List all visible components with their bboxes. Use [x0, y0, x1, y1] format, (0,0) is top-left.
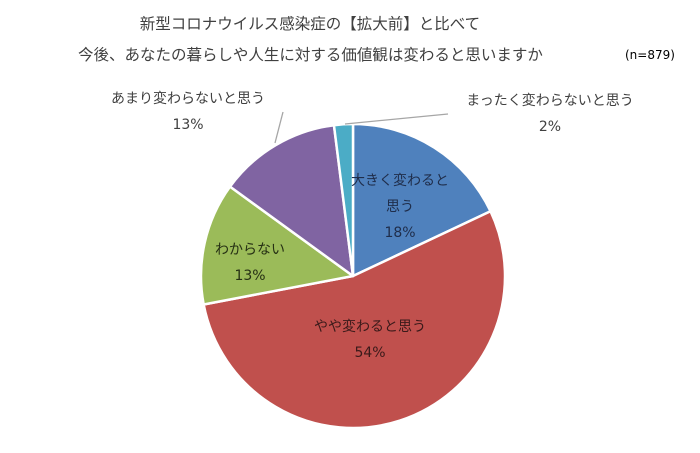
- label-unknown-pct: 13%: [234, 268, 266, 284]
- sample-size: (n=879): [625, 48, 675, 62]
- label-no-change: まったく変わらないと思う 2%: [450, 88, 650, 140]
- label-big-change-text2: 思う: [386, 199, 414, 215]
- pie-slice: [228, 123, 355, 278]
- label-little-change: あまり変わらないと思う 13%: [96, 86, 280, 138]
- chart-subtitle: 今後、あなたの暮らしや人生に対する価値観は変わると思いますか: [78, 46, 543, 64]
- label-little-change-pct: 13%: [172, 117, 204, 133]
- label-no-change-pct: 2%: [538, 119, 562, 135]
- pie-slice: [202, 210, 507, 430]
- pie-slice: [332, 122, 355, 278]
- label-big-change-text1: 大きく変わると: [351, 173, 449, 189]
- label-unknown-text: わからない: [215, 242, 285, 258]
- label-no-change-text: まったく変わらないと思う: [466, 93, 634, 109]
- label-some-change: やや変わると思う 54%: [300, 314, 440, 366]
- label-big-change-pct: 18%: [384, 225, 416, 241]
- label-unknown: わからない 13%: [200, 237, 300, 289]
- pie-slice: [199, 185, 355, 306]
- label-some-change-text: やや変わると思う: [314, 319, 426, 335]
- chart-title: 新型コロナウイルス感染症の【拡大前】と比べて: [139, 15, 481, 33]
- leader-line: [274, 111, 284, 144]
- pie-slice: [351, 122, 492, 278]
- label-some-change-pct: 54%: [354, 345, 386, 361]
- label-little-change-text: あまり変わらないと思う: [111, 91, 265, 107]
- leader-line: [344, 113, 449, 125]
- label-big-change: 大きく変わると 思う 18%: [348, 168, 452, 246]
